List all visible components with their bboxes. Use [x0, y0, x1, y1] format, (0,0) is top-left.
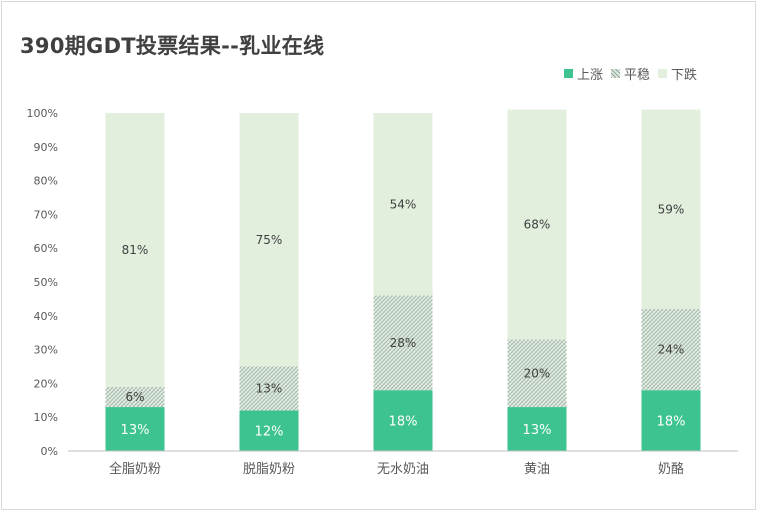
bar-segment — [239, 410, 299, 451]
y-tick-label: 30% — [34, 344, 58, 357]
data-label: 6% — [125, 390, 144, 404]
bar-segment — [239, 366, 299, 411]
bar-segment — [105, 113, 165, 387]
bar-segment — [507, 407, 567, 451]
legend-label-rise: 上涨 — [576, 68, 603, 83]
x-tick-label: 脱脂奶粉 — [243, 462, 295, 477]
bar-segment — [641, 309, 701, 391]
y-tick-label: 100% — [27, 107, 58, 120]
data-label: 13% — [523, 423, 552, 438]
legend-item-fall: 下跌 — [657, 64, 697, 83]
chart-title: 390期GDT投票结果--乳业在线 — [20, 34, 325, 58]
data-label: 75% — [256, 233, 283, 247]
bar-segment — [641, 390, 701, 451]
data-label: 81% — [122, 243, 149, 257]
x-tick-label: 奶酪 — [658, 461, 684, 477]
y-tick-label: 20% — [34, 377, 58, 390]
bar-segment — [105, 386, 165, 408]
bar-segment — [641, 109, 701, 310]
legend-swatch-flat — [610, 69, 620, 78]
legend-swatch-fall — [657, 69, 667, 78]
y-tick-label: 60% — [34, 242, 58, 255]
y-tick-label: 0% — [41, 445, 58, 458]
legend-label-flat: 平稳 — [623, 68, 650, 83]
data-label: 24% — [658, 343, 685, 357]
legend-swatch-rise — [563, 69, 573, 78]
legend-item-flat: 平稳 — [610, 64, 650, 83]
bar-segment — [373, 113, 433, 296]
y-tick-label: 80% — [34, 175, 58, 188]
bar-segment — [507, 109, 567, 340]
data-label: 28% — [390, 336, 417, 350]
bar-segment — [239, 113, 299, 367]
y-tick-label: 90% — [34, 141, 58, 154]
y-tick-label: 50% — [34, 276, 58, 289]
bar-segment — [105, 407, 165, 451]
bar-segment — [373, 390, 433, 451]
y-tick-label: 70% — [34, 208, 58, 221]
bar-segment — [507, 339, 567, 408]
x-tick-label: 全脂奶粉 — [109, 461, 161, 477]
y-tick-label: 40% — [34, 310, 58, 323]
x-tick-label: 黄油 — [524, 462, 550, 477]
legend-item-rise: 上涨 — [563, 64, 603, 83]
x-tick-label: 无水奶油 — [377, 462, 429, 477]
chart-legend: 上涨 平稳 下跌 — [563, 64, 697, 83]
data-label: 13% — [121, 423, 150, 438]
legend-label-fall: 下跌 — [670, 68, 697, 83]
data-label: 12% — [255, 425, 284, 440]
y-tick-label: 10% — [34, 411, 58, 424]
data-label: 59% — [658, 202, 685, 216]
data-label: 18% — [389, 415, 418, 430]
data-label: 54% — [390, 197, 417, 211]
data-label: 20% — [524, 366, 551, 380]
data-label: 68% — [524, 218, 551, 232]
bar-segment — [373, 295, 433, 391]
data-label: 13% — [256, 381, 283, 395]
data-label: 18% — [657, 415, 686, 430]
